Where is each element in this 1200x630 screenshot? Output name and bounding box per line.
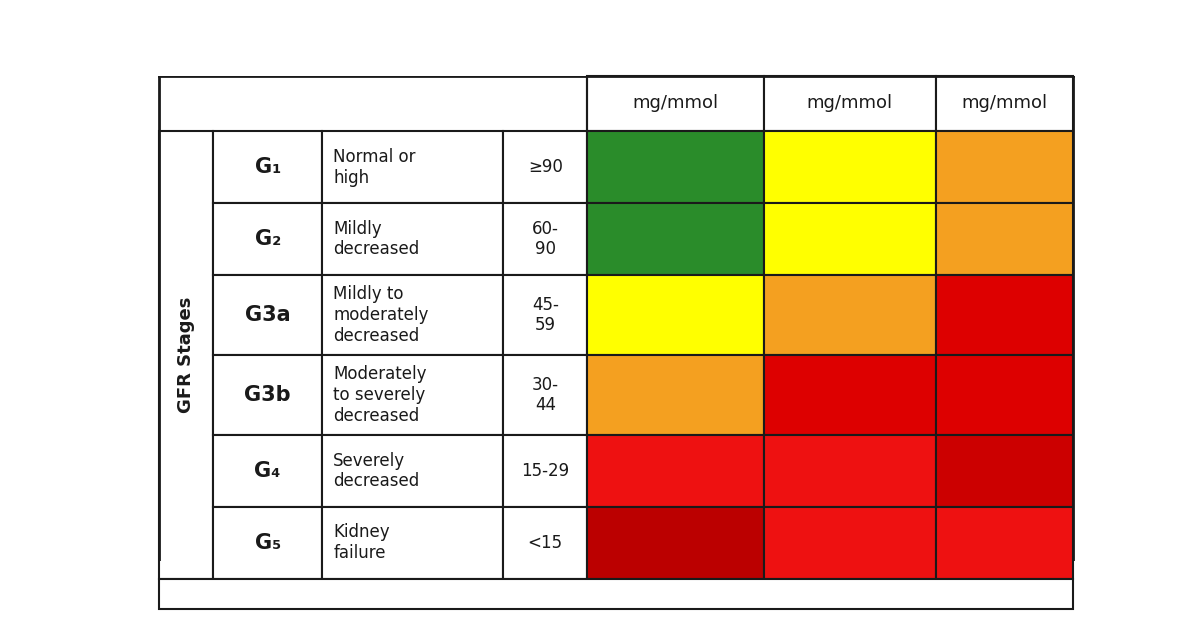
Bar	[936, 132, 1073, 203]
Bar	[322, 507, 504, 578]
Bar	[764, 275, 936, 355]
Bar	[504, 203, 587, 275]
Bar	[322, 435, 504, 507]
Bar	[764, 355, 936, 435]
Bar	[764, 76, 936, 132]
Bar	[587, 275, 763, 355]
Text: G3b: G3b	[245, 385, 290, 405]
Bar	[322, 275, 504, 355]
Bar	[214, 435, 322, 507]
Bar	[504, 435, 587, 507]
Text: G₄: G₄	[254, 461, 281, 481]
Bar	[504, 132, 587, 203]
Text: 30-
44: 30- 44	[532, 375, 559, 415]
Bar	[764, 435, 936, 507]
Bar	[936, 435, 1073, 507]
Text: Severely
decreased: Severely decreased	[334, 452, 420, 490]
Text: 15-29: 15-29	[521, 462, 569, 480]
Bar	[214, 507, 322, 578]
Text: 45-
59: 45- 59	[532, 295, 559, 335]
Text: G₅: G₅	[254, 533, 281, 553]
Bar	[160, 132, 214, 578]
Text: Normal or
high: Normal or high	[334, 148, 415, 186]
Bar	[587, 132, 763, 203]
Bar	[214, 132, 322, 203]
Text: <15: <15	[528, 534, 563, 552]
Bar	[587, 76, 763, 132]
Bar	[214, 275, 322, 355]
Bar	[504, 507, 587, 578]
Bar	[322, 132, 504, 203]
Bar	[160, 76, 1073, 132]
Text: mg/mmol: mg/mmol	[632, 94, 719, 113]
Bar	[587, 355, 763, 435]
Bar	[160, 578, 1073, 609]
Bar	[936, 275, 1073, 355]
Bar	[587, 203, 763, 275]
Text: GFR Stages: GFR Stages	[178, 297, 196, 413]
Bar	[504, 275, 587, 355]
Bar	[322, 355, 504, 435]
Text: 60-
90: 60- 90	[532, 220, 559, 258]
Text: G₂: G₂	[254, 229, 281, 249]
Bar	[936, 203, 1073, 275]
Text: G₁: G₁	[254, 158, 281, 177]
Bar	[764, 132, 936, 203]
Bar	[936, 507, 1073, 578]
Text: mg/mmol: mg/mmol	[806, 94, 893, 113]
Text: Kidney
failure: Kidney failure	[334, 524, 390, 562]
Text: ≥90: ≥90	[528, 158, 563, 176]
Text: G3a: G3a	[245, 305, 290, 325]
Text: Mildly to
moderately
decreased: Mildly to moderately decreased	[334, 285, 428, 345]
Bar	[587, 507, 763, 578]
Bar	[764, 507, 936, 578]
Text: mg/mmol: mg/mmol	[961, 94, 1048, 113]
Text: Moderately
to severely
decreased: Moderately to severely decreased	[334, 365, 427, 425]
Bar	[936, 355, 1073, 435]
Bar	[587, 435, 763, 507]
Bar	[504, 355, 587, 435]
Bar	[214, 203, 322, 275]
Bar	[936, 76, 1073, 132]
Bar	[764, 203, 936, 275]
Text: Mildly
decreased: Mildly decreased	[334, 220, 420, 258]
Bar	[214, 355, 322, 435]
Bar	[322, 203, 504, 275]
